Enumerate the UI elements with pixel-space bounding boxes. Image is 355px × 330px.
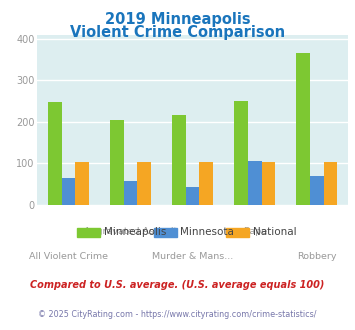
Text: Aggravated Assault: Aggravated Assault [84,227,177,236]
Bar [262,162,275,205]
Text: Violent Crime Comparison: Violent Crime Comparison [70,25,285,40]
Text: © 2025 CityRating.com - https://www.cityrating.com/crime-statistics/: © 2025 CityRating.com - https://www.city… [38,310,317,319]
Bar [248,161,262,205]
Bar [234,101,248,205]
Bar [48,102,61,205]
Text: All Violent Crime: All Violent Crime [29,252,108,261]
Bar [61,178,75,205]
Text: Minneapolis: Minneapolis [104,227,166,237]
Bar [124,181,137,205]
Bar [200,162,213,205]
Bar [75,162,89,205]
Text: National: National [253,227,296,237]
Text: Rape: Rape [243,227,267,236]
Bar [186,187,200,205]
Bar [310,176,324,205]
Text: 2019 Minneapolis: 2019 Minneapolis [105,12,250,26]
Text: Murder & Mans...: Murder & Mans... [152,252,233,261]
Bar [137,162,151,205]
Bar [296,53,310,205]
Text: Compared to U.S. average. (U.S. average equals 100): Compared to U.S. average. (U.S. average … [30,280,325,290]
Bar [110,120,124,205]
Text: Robbery: Robbery [297,252,337,261]
Bar [324,162,337,205]
Bar [172,115,186,205]
Text: Minnesota: Minnesota [180,227,234,237]
